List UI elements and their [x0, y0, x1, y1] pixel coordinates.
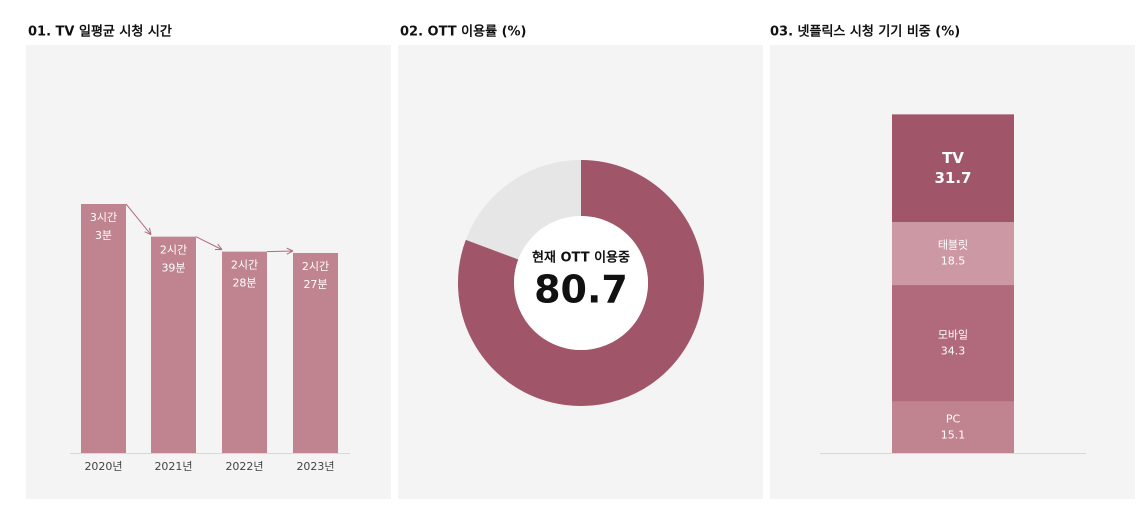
segment-value: 15.1: [941, 428, 966, 441]
chart-title: 03. 넷플릭스 시청 기기 비중 (%): [770, 24, 960, 40]
bar: [222, 251, 267, 453]
segment-value: 18.5: [941, 255, 966, 268]
value-label: 3분: [95, 229, 112, 242]
value-label: 27분: [303, 278, 327, 291]
segment-value: 34.3: [941, 344, 966, 357]
x-tick-label: 2020년: [84, 460, 122, 473]
value-label: 2시간: [302, 260, 329, 273]
value-label: 2시간: [160, 244, 187, 257]
segment: [892, 285, 1014, 402]
segment-label: PC: [946, 412, 961, 425]
value-label: 28분: [232, 277, 256, 290]
segment: [892, 401, 1014, 453]
bar: [293, 252, 338, 453]
bar: [151, 236, 196, 453]
arrow: [266, 250, 294, 253]
arrow: [125, 203, 152, 235]
arrow-head: [286, 247, 294, 255]
chart-title: 02. OTT 이용률 (%): [400, 24, 526, 40]
x-tick-label: 2023년: [296, 460, 334, 473]
arrow-head: [214, 243, 223, 251]
donut-hole: [514, 216, 648, 350]
segment-label: TV: [942, 149, 964, 167]
arrow-head: [144, 227, 152, 236]
segment: [892, 114, 1014, 223]
center-value: 80.7: [534, 268, 628, 312]
x-tick-label: 2021년: [154, 460, 192, 473]
segment: [892, 222, 1014, 286]
center-label: 현재 OTT 이용중: [532, 250, 630, 266]
donut-arc: [458, 160, 704, 406]
segment-label: 태블릿: [938, 239, 968, 252]
x-tick-label: 2022년: [225, 460, 263, 473]
value-label: 39분: [161, 262, 185, 275]
value-label: 3시간: [90, 211, 117, 224]
segment-label: 모바일: [938, 327, 968, 341]
chart-title: 01. TV 일평균 시청 시간: [28, 24, 172, 40]
value-label: 2시간: [231, 259, 258, 272]
bar: [81, 204, 126, 453]
segment-value: 31.7: [934, 169, 971, 187]
arrow: [195, 236, 223, 251]
